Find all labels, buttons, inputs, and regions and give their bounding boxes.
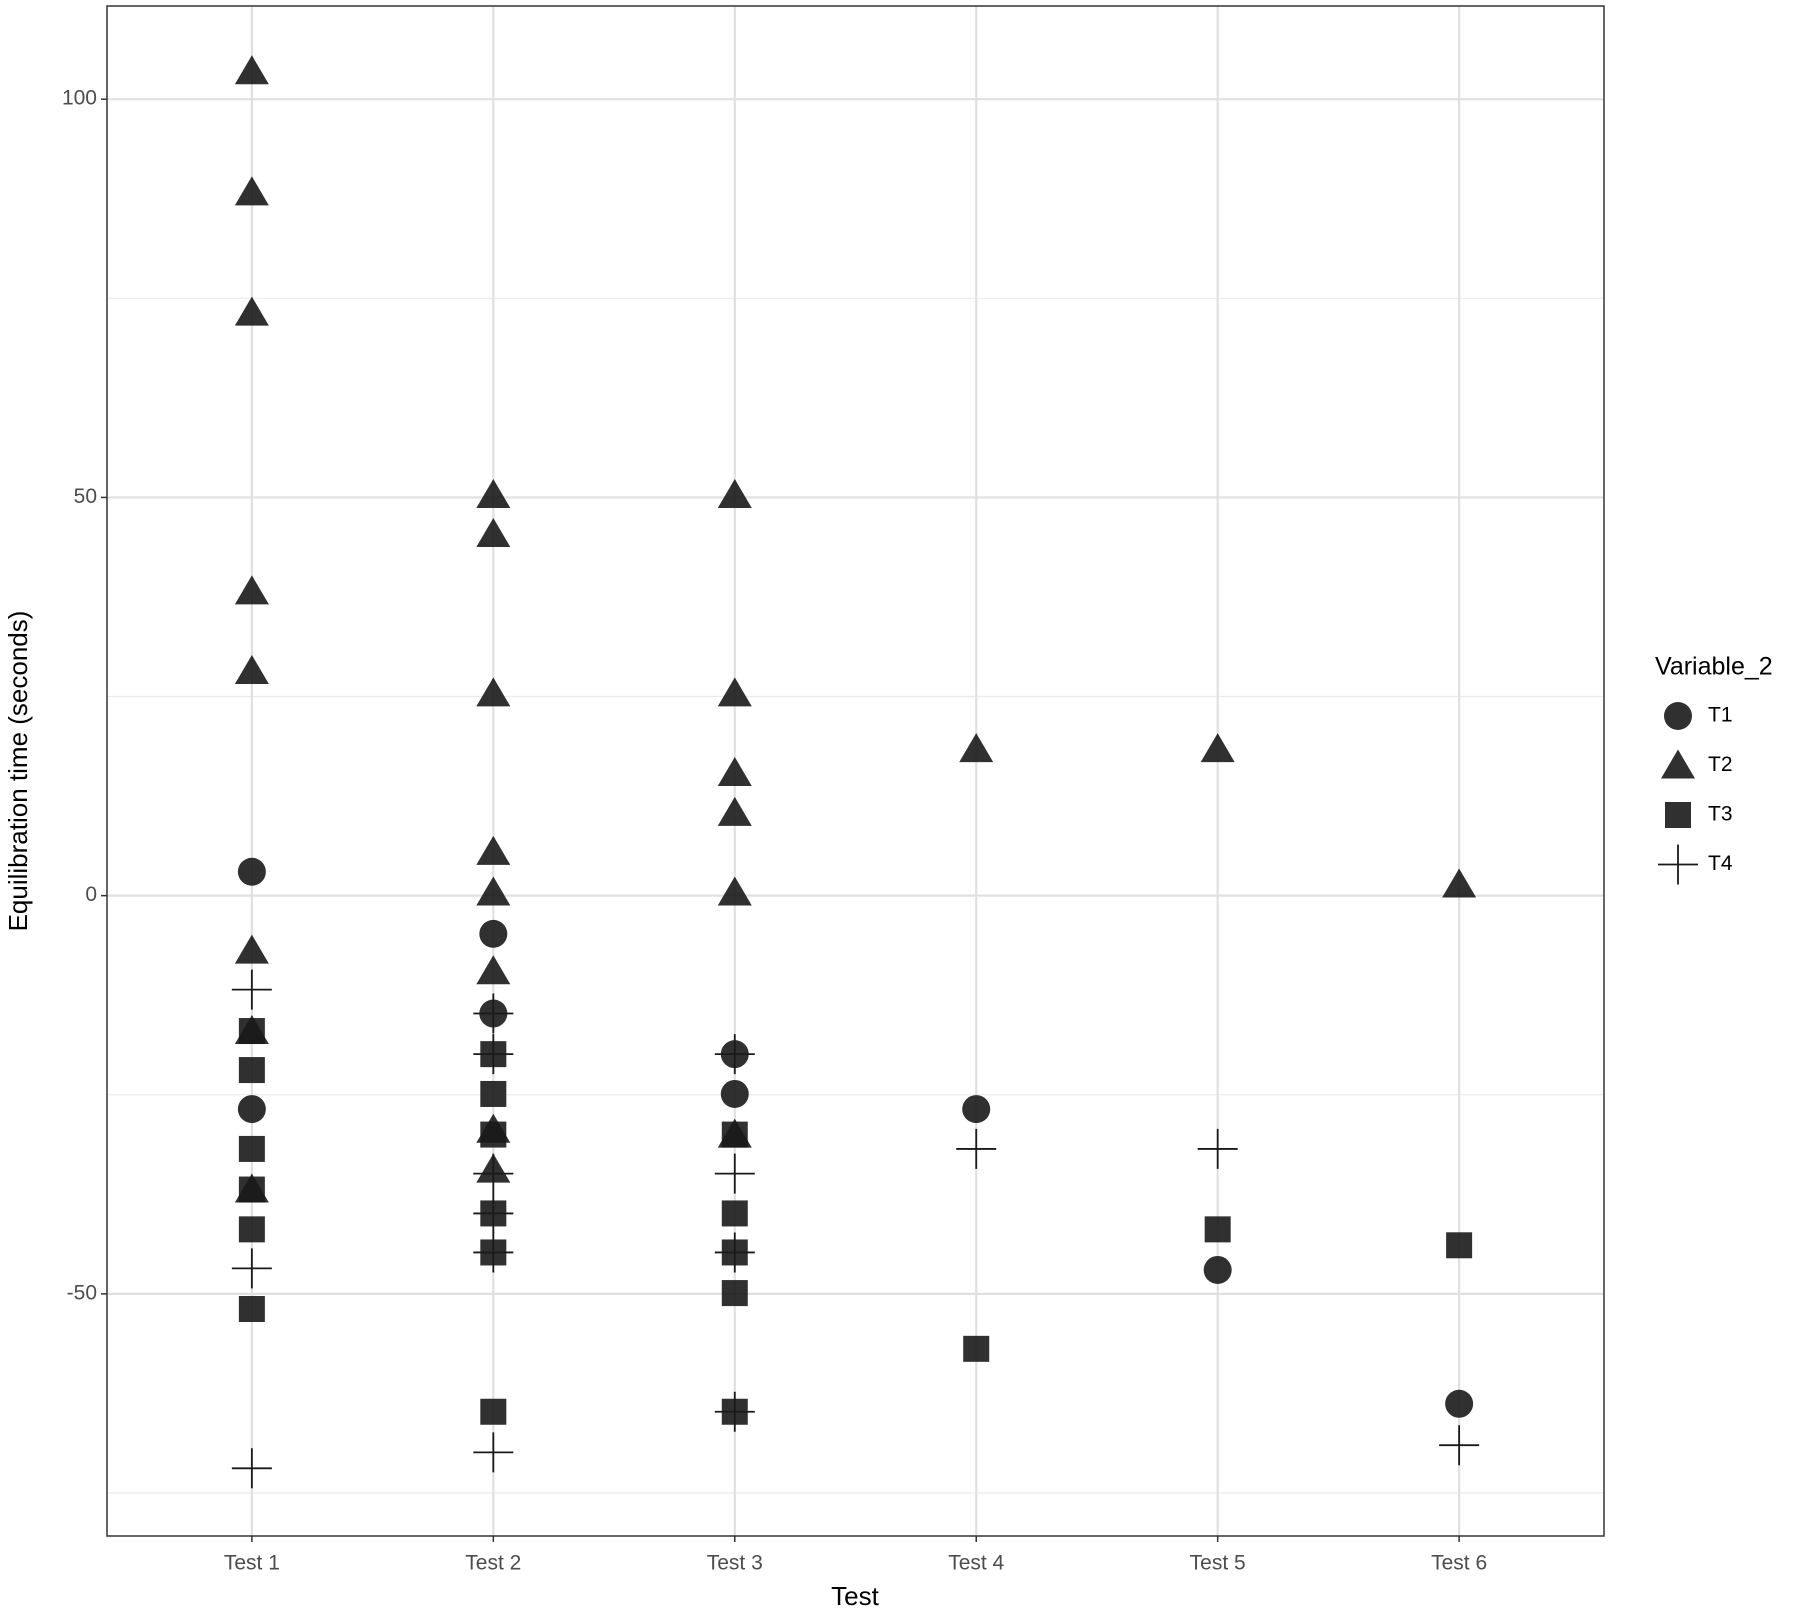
point	[714, 1153, 755, 1194]
x-tick-label: Test 3	[707, 1552, 763, 1575]
point	[234, 575, 269, 605]
point	[473, 993, 514, 1034]
point	[238, 1018, 265, 1045]
point	[717, 756, 752, 786]
point	[1446, 1232, 1473, 1259]
point	[720, 1079, 749, 1108]
point	[721, 1280, 748, 1307]
point	[473, 1432, 514, 1473]
point	[238, 1057, 265, 1084]
plot-border	[106, 5, 1605, 1537]
point	[234, 296, 269, 326]
point	[1203, 1255, 1232, 1284]
point	[717, 677, 752, 707]
point	[476, 835, 511, 865]
x-tick-label: Test 2	[465, 1552, 521, 1575]
x-tick-label: Test 6	[1431, 1552, 1487, 1575]
legend-symbol	[1665, 802, 1691, 828]
point	[714, 1232, 755, 1273]
point	[234, 176, 269, 206]
legend-label: T3	[1708, 803, 1733, 826]
point	[234, 934, 269, 964]
point	[717, 796, 752, 826]
point	[959, 733, 994, 763]
legend-label: T2	[1708, 753, 1733, 776]
point	[1442, 868, 1477, 898]
point	[480, 1080, 507, 1107]
legend-label: T4	[1708, 852, 1733, 875]
x-tick-label: Test 4	[948, 1552, 1004, 1575]
point	[1197, 1128, 1238, 1169]
point	[476, 677, 511, 707]
point	[476, 479, 511, 509]
point	[231, 1248, 272, 1289]
x-tick-label: Test 1	[224, 1552, 280, 1575]
y-tick-label: 100	[62, 87, 97, 110]
y-tick-label: 0	[85, 883, 97, 906]
point	[234, 55, 269, 85]
point	[721, 1121, 748, 1148]
point	[1204, 1216, 1231, 1243]
point	[476, 955, 511, 985]
y-tick-label: 50	[74, 485, 97, 508]
point	[717, 479, 752, 509]
point	[473, 1153, 514, 1194]
point	[231, 969, 272, 1010]
point	[234, 655, 269, 685]
legend-symbol	[1664, 702, 1692, 730]
point	[717, 876, 752, 906]
point	[714, 1391, 755, 1432]
point	[237, 857, 266, 886]
point	[714, 1034, 755, 1075]
point	[473, 1193, 514, 1234]
point	[1445, 1389, 1474, 1418]
point	[238, 1296, 265, 1323]
point	[476, 876, 511, 906]
legend-symbol	[1661, 749, 1695, 779]
point	[231, 1448, 272, 1489]
point	[963, 1335, 990, 1362]
point	[1200, 733, 1235, 763]
x-tick-label: Test 5	[1190, 1552, 1246, 1575]
legend-symbol	[1658, 844, 1698, 885]
point	[480, 1398, 507, 1425]
legend-label: T1	[1708, 704, 1733, 727]
point	[473, 1232, 514, 1273]
point	[238, 1216, 265, 1243]
point	[238, 1176, 265, 1203]
point	[237, 1095, 266, 1124]
point	[473, 1034, 514, 1075]
point	[956, 1128, 997, 1169]
y-tick-label: -50	[67, 1281, 97, 1304]
point	[476, 518, 511, 548]
point	[962, 1095, 991, 1124]
point	[479, 919, 508, 948]
point	[480, 1121, 507, 1148]
x-axis-title: Test	[831, 1581, 879, 1611]
point	[721, 1200, 748, 1227]
point	[1439, 1425, 1480, 1466]
legend-title: Variable_2	[1655, 653, 1773, 681]
y-axis-title: Equilibration time (seconds)	[3, 611, 33, 932]
point	[238, 1135, 265, 1162]
